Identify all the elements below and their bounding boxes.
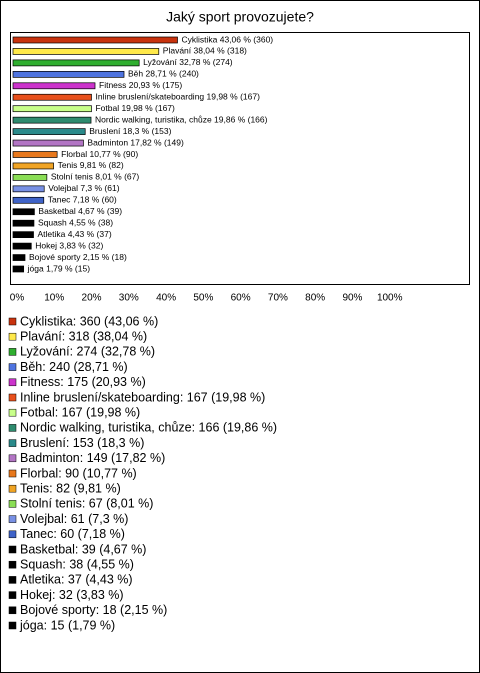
bar-label: Bojové sporty 2,15 % (18) — [29, 252, 127, 262]
legend-swatch — [8, 500, 17, 508]
legend-label: Inline bruslení/skateboarding: 167 (19,9… — [20, 390, 265, 404]
legend-swatch — [8, 606, 17, 615]
legend-label: Fitness: 175 (20,93 %) — [20, 375, 146, 389]
legend-swatch — [8, 378, 17, 387]
bar — [12, 105, 92, 113]
legend-swatch — [8, 332, 17, 341]
bar-label: Lyžování 32,78 % (274) — [143, 57, 233, 67]
x-tick-label: 90% — [342, 293, 362, 304]
bar-label: Fotbal 19,98 % (167) — [95, 103, 175, 113]
x-tick-label: 60% — [231, 293, 251, 304]
legend-swatch — [8, 560, 17, 569]
bar-label: Basketbal 4,67 % (39) — [38, 206, 122, 216]
bar — [12, 242, 32, 250]
legend-label: jóga: 15 (1,79 %) — [19, 618, 115, 632]
legend-swatch — [8, 408, 17, 417]
bar-label: Stolní tenis 8,01 % (67) — [51, 172, 140, 182]
bar — [12, 82, 96, 90]
legend-label: Atletika: 37 (4,43 %) — [20, 573, 133, 587]
legend-swatch — [8, 469, 17, 478]
legend-label: Basketbal: 39 (4,67 %) — [20, 542, 146, 556]
x-tick-label: 70% — [268, 293, 288, 304]
bar-label: Tenis 9,81 % (82) — [58, 160, 124, 170]
legend-swatch — [8, 348, 17, 356]
bar-label: Florbal 10,77 % (90) — [61, 149, 138, 159]
legend-swatch — [8, 545, 17, 554]
chart-title: Jaký sport provozujete? — [166, 9, 314, 25]
legend-label: Bojové sporty: 18 (2,15 %) — [20, 603, 167, 617]
legend-swatch — [8, 393, 17, 402]
bar — [12, 231, 34, 238]
bar-label: Badminton 17,82 % (149) — [87, 137, 184, 147]
bar-label: Nordic walking, turistika, chůze 19,86 %… — [95, 114, 268, 124]
legend-swatch — [8, 317, 17, 326]
legend-swatch — [8, 439, 17, 447]
bar-label: Fitness 20,93 % (175) — [99, 80, 182, 90]
legend-label: Hokej: 32 (3,83 %) — [20, 588, 124, 602]
x-tick-label: 20% — [82, 293, 102, 304]
bar — [12, 254, 26, 261]
bar — [12, 139, 84, 147]
bar-label: Hokej 3,83 % (32) — [35, 240, 103, 250]
bar — [12, 93, 92, 101]
bar — [12, 162, 54, 170]
legend-label: Plavání: 318 (38,04 %) — [20, 329, 147, 343]
x-tick-label: 100% — [377, 293, 403, 304]
legend-swatch — [8, 454, 17, 463]
legend-label: Cyklistika: 360 (43,06 %) — [20, 314, 158, 328]
bar — [12, 36, 178, 44]
legend-label: Lyžování: 274 (32,78 %) — [20, 345, 155, 359]
bar-label: Plavání 38,04 % (318) — [163, 46, 247, 56]
bar — [12, 59, 140, 67]
bar-label: Tanec 7,18 % (60) — [48, 195, 117, 205]
bar — [12, 208, 35, 216]
legend-swatch — [8, 530, 17, 539]
bar — [12, 265, 25, 273]
legend-swatch — [8, 515, 17, 523]
bar — [12, 116, 92, 124]
bar-label: Cyklistika 43,06 % (360) — [181, 34, 273, 44]
bar-label: Inline bruslení/skateboarding 19,98 % (1… — [95, 92, 260, 102]
legend-swatch — [8, 424, 17, 432]
legend-swatch — [8, 363, 17, 371]
legend-label: Nordic walking, turistika, chůze: 166 (1… — [20, 421, 277, 435]
legend-swatch — [8, 621, 17, 630]
bar — [12, 219, 35, 227]
legend-label: Badminton: 149 (17,82 %) — [20, 451, 165, 465]
plot-frame — [10, 32, 470, 285]
legend-label: Bruslení: 153 (18,3 %) — [20, 436, 144, 450]
bar — [12, 48, 160, 55]
legend-swatch — [8, 484, 17, 493]
x-tick-label: 80% — [305, 293, 325, 304]
bar — [12, 70, 125, 78]
bar-label: Volejbal 7,3 % (61) — [48, 183, 120, 193]
x-tick-label: 40% — [156, 293, 176, 304]
x-tick-label: 30% — [119, 293, 139, 304]
legend-label: Volejbal: 61 (7,3 %) — [20, 512, 128, 526]
x-tick-label: 10% — [44, 293, 64, 304]
bar — [12, 196, 45, 204]
legend-swatch — [8, 576, 17, 584]
x-tick-label: 0% — [10, 293, 25, 304]
bar-label: jóga 1,79 % (15) — [27, 263, 91, 273]
legend-label: Běh: 240 (28,71 %) — [20, 360, 128, 374]
bar — [12, 128, 86, 135]
bar — [12, 151, 58, 158]
bar — [12, 174, 48, 181]
legend-swatch — [8, 591, 17, 599]
legend-label: Fotbal: 167 (19,98 %) — [20, 405, 140, 419]
bar-label: Bruslení 18,3 % (153) — [89, 126, 171, 136]
x-tick-label: 50% — [193, 293, 213, 304]
legend-label: Florbal: 90 (10,77 %) — [20, 466, 137, 480]
legend-label: Tenis: 82 (9,81 %) — [20, 481, 121, 495]
legend-label: Stolní tenis: 67 (8,01 %) — [20, 497, 153, 511]
legend-label: Tanec: 60 (7,18 %) — [20, 527, 125, 541]
bar — [12, 185, 45, 193]
bar-label: Squash 4,55 % (38) — [38, 217, 113, 227]
bar-label: Běh 28,71 % (240) — [128, 69, 199, 79]
bar-label: Atletika 4,43 % (37) — [38, 229, 112, 239]
legend-label: Squash: 38 (4,55 %) — [20, 557, 134, 571]
